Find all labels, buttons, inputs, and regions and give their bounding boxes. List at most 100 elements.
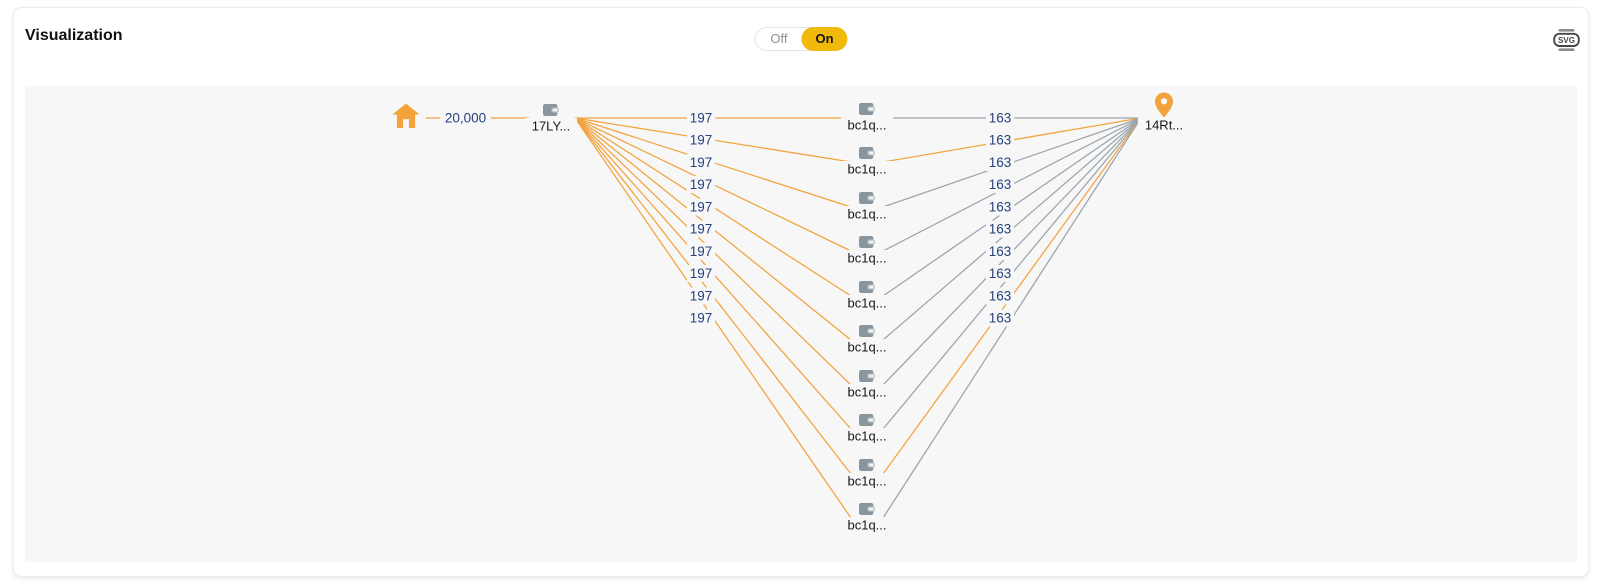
node-label-bg xyxy=(524,118,578,134)
node-label-bg xyxy=(840,295,894,311)
node-address-label: bc1q... xyxy=(847,340,886,355)
edge-label-bg xyxy=(686,265,716,282)
edge-value-label[interactable]: 197 xyxy=(690,200,713,215)
visualization-panel: Visualization Off On SVG xyxy=(13,7,1589,577)
node-label-bg xyxy=(840,161,894,177)
node-address-label: bc1q... xyxy=(847,162,886,177)
edge-value-label[interactable]: 163 xyxy=(989,177,1012,192)
wallet-icon xyxy=(859,370,875,382)
edge-value-label[interactable]: 163 xyxy=(989,244,1012,259)
edge-value-label[interactable]: 197 xyxy=(690,222,713,237)
wallet-icon xyxy=(859,147,875,159)
wallet-icon xyxy=(859,103,875,115)
wallet-icon xyxy=(859,236,875,248)
edge-label-bg xyxy=(686,220,716,238)
edge-value-label[interactable]: 163 xyxy=(989,266,1012,281)
edge-label-bg xyxy=(686,176,716,193)
edge-label-bg xyxy=(686,109,716,127)
node-address-label: 14Rt... xyxy=(1145,118,1183,133)
graph-node-n17[interactable]: 17LY... xyxy=(524,104,578,134)
edge-label-bg xyxy=(985,109,1015,127)
edge-label-bg xyxy=(985,198,1015,216)
edge-label-bg xyxy=(686,154,716,171)
graph-svg: 20,000 1971971971971971971971971971971631… xyxy=(392,92,1191,533)
edge-label-bg xyxy=(985,287,1015,305)
edge-label-bg xyxy=(985,243,1015,260)
edge-label-bg xyxy=(985,220,1015,238)
graph-node-b4[interactable]: bc1q... xyxy=(840,236,894,266)
edge-label-bg xyxy=(985,265,1015,282)
edge-value-label[interactable]: 163 xyxy=(989,289,1012,304)
node-address-label: bc1q... xyxy=(847,118,886,133)
edge-label-bg xyxy=(686,243,716,260)
node-address-label: bc1q... xyxy=(847,474,886,489)
edge-value-label[interactable]: 197 xyxy=(690,177,713,192)
edge-label-bg xyxy=(985,309,1015,327)
edge-value-label[interactable]: 197 xyxy=(690,244,713,259)
edges-layer: 20,000 197 197 197 197 197 197 197 197 197 197 163 1… xyxy=(426,109,1142,519)
graph-node-b1[interactable]: bc1q... xyxy=(840,103,894,133)
edge-label-bg xyxy=(686,198,716,216)
pin-icon xyxy=(1155,92,1173,118)
wallet-icon xyxy=(859,192,875,204)
toggle-on-button[interactable]: On xyxy=(801,27,848,51)
edge-value-label[interactable]: 163 xyxy=(989,133,1012,148)
graph-node-b8[interactable]: bc1q... xyxy=(840,414,894,444)
home-icon xyxy=(392,103,420,128)
graph-node-b9[interactable]: bc1q... xyxy=(840,459,894,489)
edge-value-label[interactable]: 163 xyxy=(989,111,1012,126)
graph-node-b6[interactable]: bc1q... xyxy=(840,325,894,355)
edge-value-label[interactable]: 197 xyxy=(690,155,713,170)
node-address-label: bc1q... xyxy=(847,251,886,266)
edge-value-label[interactable]: 197 xyxy=(690,266,713,281)
node-address-label: bc1q... xyxy=(847,518,886,533)
wallet-icon xyxy=(859,503,875,515)
node-label-bg xyxy=(840,206,894,222)
edge-value-label[interactable]: 197 xyxy=(690,133,713,148)
node-label-bg xyxy=(840,339,894,355)
node-label-bg xyxy=(840,250,894,266)
graph-node-b2[interactable]: bc1q... xyxy=(840,147,894,177)
edge-value-label[interactable]: 163 xyxy=(989,222,1012,237)
edge-label-bg xyxy=(985,131,1015,149)
graph-canvas[interactable]: 20,000 197 197 197 197 197 197 197 197 197 197 163 1… xyxy=(25,86,1577,562)
node-label-bg xyxy=(840,384,894,400)
graph-node-n14[interactable]: 14Rt... xyxy=(1137,92,1191,134)
toggle-off-button[interactable]: Off xyxy=(755,28,802,50)
node-label-bg xyxy=(840,517,894,533)
edge-value-label[interactable]: 197 xyxy=(690,111,713,126)
graph-node-home[interactable] xyxy=(392,103,420,129)
wallet-icon xyxy=(543,104,559,116)
edge-value-label[interactable]: 197 xyxy=(690,311,713,326)
edge-value-label[interactable]: 197 xyxy=(690,289,713,304)
graph-node-b10[interactable]: bc1q... xyxy=(840,503,894,533)
wallet-icon xyxy=(859,414,875,426)
edge-value-label[interactable]: 163 xyxy=(989,155,1012,170)
graph-node-b3[interactable]: bc1q... xyxy=(840,192,894,222)
node-label-bg xyxy=(840,473,894,489)
wallet-icon xyxy=(859,459,875,471)
node-address-label: 17LY... xyxy=(532,119,571,134)
edge-label-bg xyxy=(440,109,491,127)
visualization-toggle[interactable]: Off On xyxy=(754,27,848,51)
node-label-bg xyxy=(840,428,894,444)
nodes-layer: 17LY... bc1q... bc1q... bc1q... bc1q... bc1q.… xyxy=(392,92,1191,533)
node-label-bg xyxy=(840,117,894,133)
node-address-label: bc1q... xyxy=(847,385,886,400)
edge-label-bg xyxy=(985,176,1015,193)
node-address-label: bc1q... xyxy=(847,296,886,311)
node-address-label: bc1q... xyxy=(847,429,886,444)
graph-node-b5[interactable]: bc1q... xyxy=(840,281,894,311)
edge-value-label[interactable]: 163 xyxy=(989,200,1012,215)
wallet-icon xyxy=(859,281,875,293)
node-label-bg xyxy=(1137,117,1191,133)
wallet-icon xyxy=(859,325,875,337)
edge-label-bg xyxy=(686,287,716,305)
panel-title: Visualization xyxy=(25,27,123,44)
edge-value-label[interactable]: 20,000 xyxy=(445,111,486,126)
edge-value-label[interactable]: 163 xyxy=(989,311,1012,326)
svg-export-icon-label: SVG xyxy=(1558,36,1575,45)
node-address-label: bc1q... xyxy=(847,207,886,222)
graph-node-b7[interactable]: bc1q... xyxy=(840,370,894,400)
svg-export-button[interactable]: SVG xyxy=(1553,29,1580,54)
